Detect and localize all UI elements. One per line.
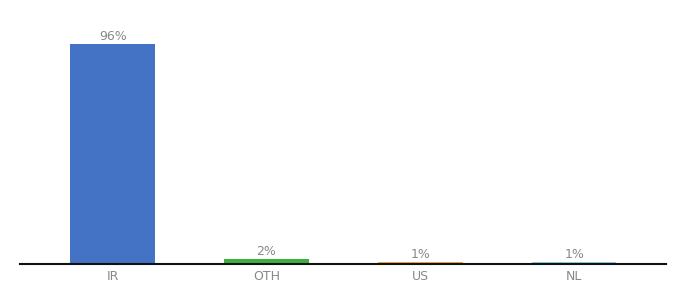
Text: 96%: 96% (99, 30, 126, 43)
Text: 2%: 2% (256, 245, 277, 258)
Text: 1%: 1% (564, 248, 584, 261)
Text: 1%: 1% (410, 248, 430, 261)
Bar (378, 262, 462, 264)
Bar (532, 262, 616, 264)
Bar (224, 260, 309, 264)
Bar (71, 44, 155, 264)
